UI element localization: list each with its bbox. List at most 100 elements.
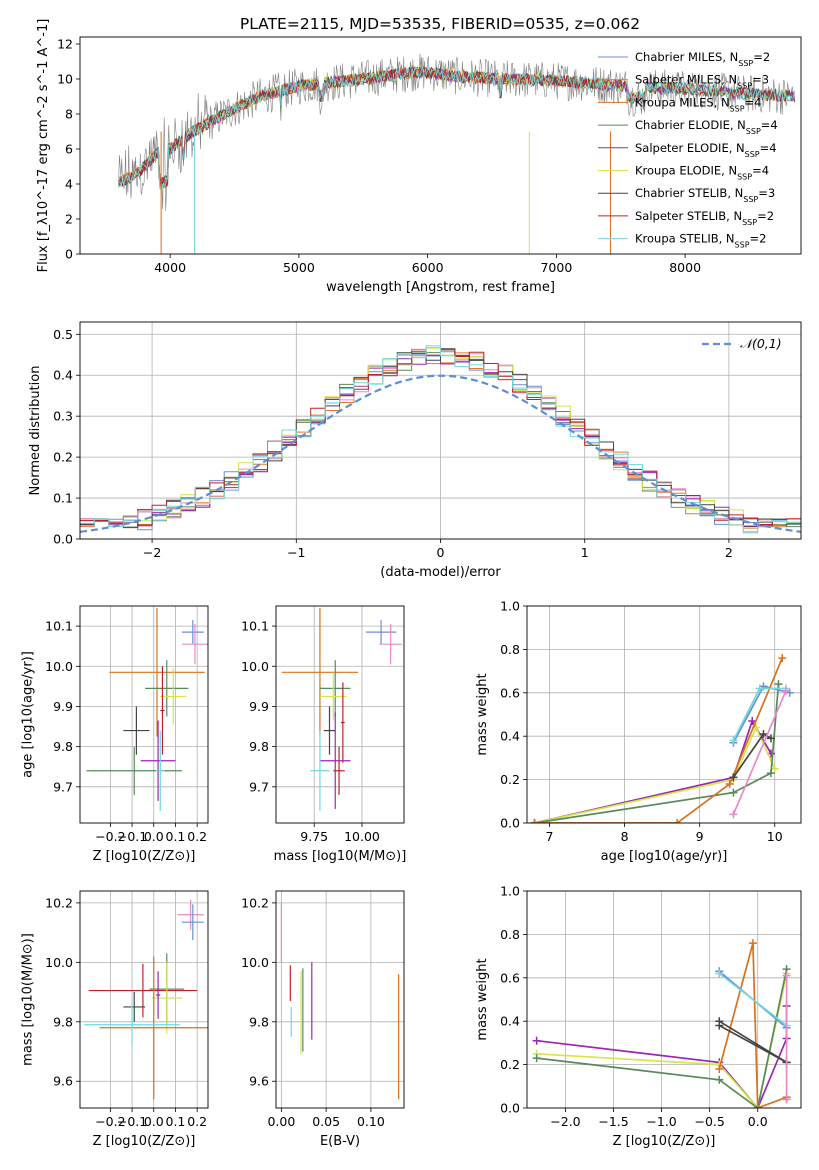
x-tick-label: 2 bbox=[725, 545, 733, 560]
x-tick-label: 9 bbox=[696, 829, 704, 844]
y-tick-label: 6 bbox=[65, 142, 73, 157]
normal-reference-line bbox=[80, 374, 801, 533]
plus-marker bbox=[532, 1054, 541, 1063]
y-tick-label: 10.1 bbox=[45, 619, 73, 634]
plus-marker bbox=[715, 1075, 724, 1084]
panel-mass-vs-Z: −0.2−0.10.0 0.1 0.2 9.6 9.8 10.0 10.2 Z [log10(… bbox=[21, 890, 209, 1149]
histogram-step bbox=[80, 345, 801, 534]
plus-marker bbox=[532, 1036, 541, 1045]
x-tick-label: 0.10 bbox=[357, 1114, 385, 1129]
plus-marker bbox=[781, 686, 790, 695]
errorbar-point bbox=[160, 668, 187, 725]
plus-marker bbox=[729, 773, 738, 782]
legend-subscript: SSP bbox=[737, 81, 752, 90]
y-tick-label: 0.4 bbox=[53, 368, 73, 383]
plus-marker bbox=[715, 1064, 724, 1073]
errorbar-point bbox=[319, 660, 351, 717]
mass-weight-line bbox=[536, 968, 788, 1108]
panel-spectrum: 4000 5000 6000 7000 8000 0 2 4 6 8 10 12 wavelength … bbox=[36, 19, 802, 295]
y-tick-label: 12 bbox=[57, 37, 73, 52]
legend-value: =4 bbox=[752, 164, 769, 178]
y-tick-label: 0.3 bbox=[53, 409, 73, 424]
legend-value: =4 bbox=[761, 118, 778, 132]
plus-marker bbox=[715, 969, 724, 978]
x-tick-label: 4000 bbox=[154, 260, 186, 275]
y-tick-label: 0.0 bbox=[53, 532, 73, 547]
x-tick-label: −0.5 bbox=[694, 1114, 724, 1129]
errorbar-point bbox=[109, 608, 205, 737]
x-tick-label: 0 bbox=[437, 545, 445, 560]
plot-area-residuals bbox=[80, 345, 801, 534]
legend-label: Chabrier ELODIE, NSSP=4 bbox=[635, 118, 778, 136]
errorbar-point bbox=[177, 899, 204, 930]
plus-marker bbox=[530, 819, 539, 823]
errorbar-point bbox=[151, 962, 182, 1034]
x-tick-label: 7000 bbox=[540, 260, 572, 275]
y-tick-label: 9.8 bbox=[249, 1014, 269, 1029]
plus-marker bbox=[729, 736, 738, 745]
figure-title: PLATE=2115, MJD=53535, FIBERID=0535, z=0… bbox=[240, 15, 640, 33]
legend-value: =3 bbox=[752, 73, 769, 87]
y-tick-label: 9.9 bbox=[53, 699, 73, 714]
observed-spectrum-line bbox=[118, 53, 795, 211]
errorbar-point bbox=[123, 992, 146, 1022]
y-tick-label: 0.2 bbox=[53, 450, 73, 465]
x-tick-label: −2 bbox=[143, 545, 161, 560]
y-axis-label: age [log10(age/yr)] bbox=[21, 651, 36, 778]
plus-marker bbox=[748, 717, 757, 726]
legend-value: =2 bbox=[753, 50, 770, 64]
mass-weight-line bbox=[718, 1024, 788, 1064]
plot-area-age-vs-Z bbox=[86, 608, 208, 811]
errorbar-point bbox=[160, 666, 165, 755]
x-tick-label: −0.2 bbox=[95, 1114, 125, 1129]
x-tick-label: 0.0 bbox=[748, 1114, 768, 1129]
axes-frame bbox=[79, 605, 209, 824]
y-tick-label: 10.2 bbox=[45, 895, 73, 910]
x-tick-label: 8 bbox=[621, 829, 629, 844]
y-tick-label: 10.1 bbox=[241, 619, 269, 634]
plus-marker bbox=[715, 1021, 724, 1030]
mass-weight-line bbox=[718, 972, 788, 1027]
y-tick-label: 0.0 bbox=[500, 1101, 520, 1116]
x-tick-label: −0.1 bbox=[117, 1114, 147, 1129]
y-tick-label: 0.0 bbox=[500, 816, 520, 831]
y-tick-label: 10.0 bbox=[45, 659, 73, 674]
x-tick-label: 6000 bbox=[412, 260, 444, 275]
errorbar-point bbox=[155, 971, 161, 1019]
legend-label: Salpeter MILES, NSSP=3 bbox=[635, 73, 769, 91]
x-tick-label: −1.0 bbox=[646, 1114, 676, 1129]
errorbar-point bbox=[281, 608, 359, 737]
axes-frame bbox=[526, 605, 802, 824]
legend-subscript: SSP bbox=[745, 149, 760, 158]
legend-value: =3 bbox=[758, 186, 775, 200]
y-tick-label: 0.1 bbox=[53, 491, 73, 506]
x-tick-label: −0.1 bbox=[117, 829, 147, 844]
y-tick-label: 9.7 bbox=[249, 779, 269, 794]
errorbar-point bbox=[319, 672, 347, 721]
legend-label: 𝒩(0,1) bbox=[740, 336, 782, 351]
y-tick-label: 4 bbox=[65, 177, 73, 192]
x-tick-label: 0.1 bbox=[166, 1114, 186, 1129]
x-tick-label: 0.2 bbox=[187, 1114, 207, 1129]
x-tick-label: −1.5 bbox=[598, 1114, 628, 1129]
plus-marker bbox=[766, 769, 775, 778]
legend-subscript: SSP bbox=[738, 59, 753, 68]
y-tick-label: 10.2 bbox=[241, 895, 269, 910]
legend-subscript: SSP bbox=[746, 127, 761, 136]
errorbar-point bbox=[88, 963, 198, 1018]
y-tick-label: 0.6 bbox=[500, 685, 520, 700]
x-tick-label: −1 bbox=[287, 545, 305, 560]
residual-legend: 𝒩(0,1) bbox=[702, 336, 782, 351]
y-tick-label: 10.0 bbox=[241, 955, 269, 970]
errorbar-point bbox=[140, 720, 176, 801]
legend-label: Kroupa STELIB, NSSP=2 bbox=[635, 232, 766, 250]
mass-weight-line bbox=[534, 657, 783, 823]
x-axis-label: age [log10(age/yr)] bbox=[601, 849, 728, 864]
plus-marker bbox=[755, 684, 764, 693]
x-axis-label: Z [log10(Z/Z⊙)] bbox=[93, 1134, 196, 1149]
x-tick-label: 0.05 bbox=[312, 1114, 340, 1129]
axes-frame bbox=[79, 36, 802, 255]
y-axis-label: Flux [f_λ10^-17 erg cm^-2 s^-1 A^-1] bbox=[36, 19, 51, 273]
plus-marker bbox=[782, 971, 791, 980]
errorbar-point bbox=[181, 904, 204, 941]
